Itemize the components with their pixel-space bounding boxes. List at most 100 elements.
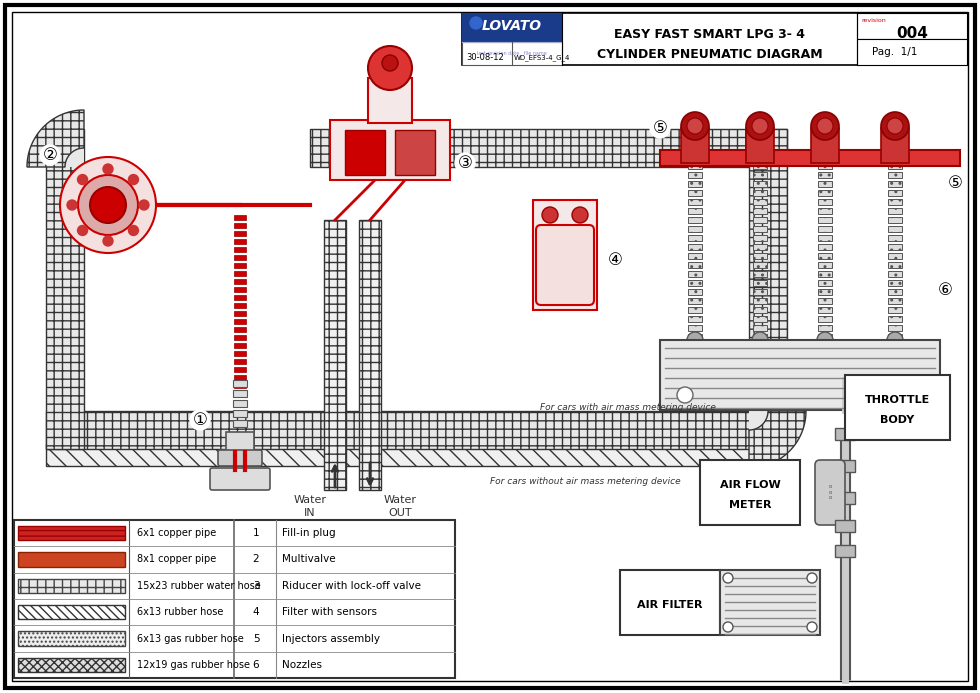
Bar	[688, 334, 702, 340]
Circle shape	[90, 187, 126, 223]
Text: 6x13 gas rubber hose: 6x13 gas rubber hose	[137, 633, 244, 644]
Circle shape	[687, 118, 703, 134]
Bar	[234, 279, 246, 284]
Bar	[18, 526, 125, 541]
Circle shape	[723, 622, 733, 632]
Text: AIR FLOW: AIR FLOW	[719, 480, 780, 490]
Bar	[753, 271, 767, 277]
Bar	[14, 520, 455, 678]
Bar	[753, 316, 767, 322]
Text: Pag.  1/1: Pag. 1/1	[872, 47, 917, 57]
Bar	[720, 570, 820, 635]
Bar	[234, 311, 246, 316]
Text: 5: 5	[253, 633, 260, 644]
Bar	[234, 247, 246, 252]
Bar	[688, 199, 702, 205]
Bar	[753, 253, 767, 259]
Text: Multivalve: Multivalve	[282, 554, 335, 565]
Text: LOVATO: LOVATO	[482, 19, 542, 33]
Bar	[888, 244, 902, 250]
Bar	[234, 359, 246, 364]
Bar	[234, 335, 246, 340]
Bar	[888, 226, 902, 232]
Circle shape	[60, 157, 156, 253]
Bar	[818, 226, 832, 232]
Circle shape	[368, 46, 412, 90]
Text: AIR FILTER: AIR FILTER	[637, 600, 703, 610]
Bar	[462, 42, 562, 65]
Bar	[330, 120, 450, 180]
Bar	[234, 319, 246, 324]
Bar	[234, 231, 246, 236]
Text: METER: METER	[729, 500, 771, 510]
Bar	[700, 460, 800, 525]
Text: THROTTLE: THROTTLE	[865, 395, 930, 405]
Bar	[888, 307, 902, 313]
Text: ⑤: ⑤	[948, 174, 962, 192]
Bar	[753, 235, 767, 241]
Bar	[688, 253, 702, 259]
Bar	[233, 410, 247, 417]
Bar	[818, 199, 832, 205]
Text: ⑤: ⑤	[653, 119, 667, 137]
Polygon shape	[749, 411, 806, 468]
Bar	[359, 220, 381, 490]
Bar	[888, 235, 902, 241]
Bar	[46, 129, 84, 167]
Bar	[226, 432, 254, 452]
Bar	[234, 375, 246, 380]
Circle shape	[887, 332, 903, 348]
Bar	[462, 13, 967, 65]
Bar	[835, 520, 855, 532]
Bar	[818, 217, 832, 223]
Bar	[753, 217, 767, 223]
Text: 30-08-12: 30-08-12	[466, 53, 504, 62]
Bar	[818, 280, 832, 286]
Circle shape	[807, 573, 817, 583]
Bar	[857, 13, 967, 39]
Bar	[18, 631, 125, 646]
Bar	[234, 287, 246, 292]
Text: 3: 3	[253, 581, 260, 591]
Bar	[233, 400, 247, 407]
Bar	[688, 280, 702, 286]
Bar	[753, 181, 767, 187]
Circle shape	[752, 118, 768, 134]
Circle shape	[881, 112, 909, 140]
FancyBboxPatch shape	[210, 468, 270, 490]
Circle shape	[811, 112, 839, 140]
Bar	[888, 190, 902, 196]
Bar	[688, 262, 702, 268]
Bar	[234, 255, 246, 260]
Bar	[818, 262, 832, 268]
Bar	[835, 545, 855, 557]
Circle shape	[128, 225, 138, 236]
Bar	[888, 217, 902, 223]
Text: ③: ③	[458, 154, 472, 172]
Bar	[888, 325, 902, 331]
Bar	[888, 316, 902, 322]
Bar	[881, 128, 909, 163]
Text: WD_EFS3-4_G_4: WD_EFS3-4_G_4	[514, 55, 570, 62]
Bar	[818, 316, 832, 322]
Text: IN: IN	[304, 508, 316, 518]
Bar	[395, 130, 435, 175]
Bar	[233, 380, 247, 387]
Bar	[688, 307, 702, 313]
Bar	[753, 298, 767, 304]
Text: ⑥: ⑥	[938, 281, 953, 299]
Bar	[688, 208, 702, 214]
FancyBboxPatch shape	[815, 460, 845, 525]
Text: For cars without air mass metering device: For cars without air mass metering devic…	[490, 477, 681, 486]
Bar	[857, 39, 967, 65]
Bar	[18, 579, 125, 593]
Circle shape	[78, 175, 138, 235]
Bar	[818, 325, 832, 331]
Bar	[818, 235, 832, 241]
Bar	[818, 181, 832, 187]
Circle shape	[752, 332, 768, 348]
FancyBboxPatch shape	[218, 450, 262, 466]
Text: ②: ②	[42, 146, 58, 164]
Bar	[688, 181, 702, 187]
Bar	[753, 226, 767, 232]
